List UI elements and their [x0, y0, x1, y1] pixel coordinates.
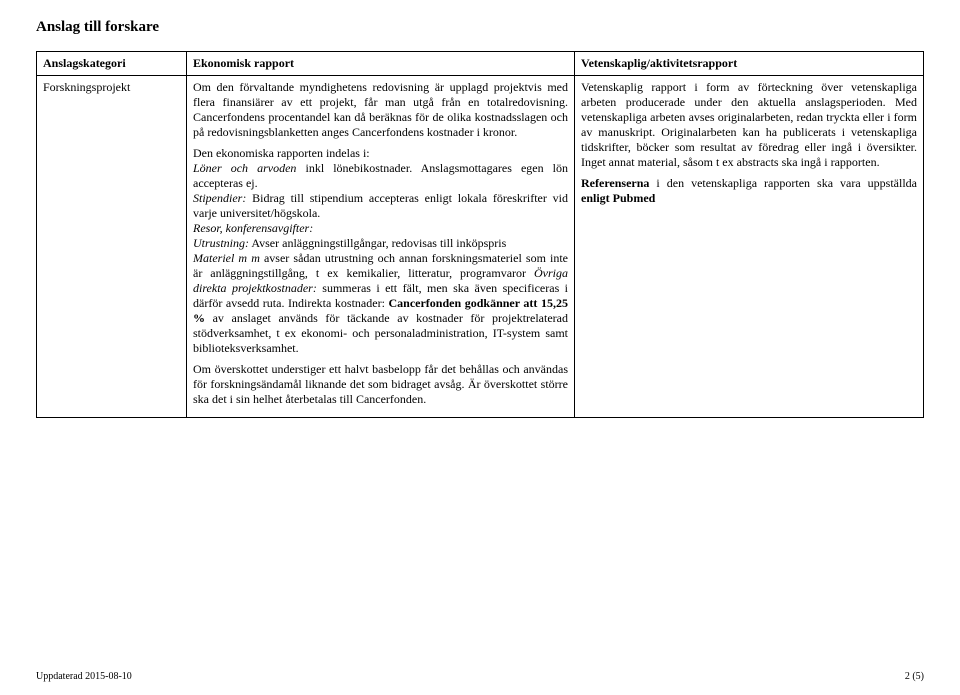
- header-scientific: Vetenskaplig/aktivitetsrapport: [575, 51, 924, 75]
- econ-utr-it: Utrustning:: [193, 236, 249, 250]
- sci-p2-bold1: Referenserna: [581, 176, 649, 190]
- cell-economic: Om den förvaltande myndighetens redovisn…: [187, 75, 575, 417]
- econ-p1: Om den förvaltande myndighetens redovisn…: [193, 80, 568, 140]
- econ-loner-it: Löner och arvoden: [193, 161, 296, 175]
- econ-stip-it: Stipendier:: [193, 191, 246, 205]
- footer-page-number: 2 (5): [905, 671, 924, 684]
- content-table: Anslagskategori Ekonomisk rapport Vetens…: [36, 51, 924, 418]
- table-row: Forskningsprojekt Om den förvaltande myn…: [37, 75, 924, 417]
- econ-p2: Den ekonomiska rapporten indelas i: Löne…: [193, 146, 568, 356]
- cell-category: Forskningsprojekt: [37, 75, 187, 417]
- header-economic: Ekonomisk rapport: [187, 51, 575, 75]
- cell-scientific: Vetenskaplig rapport i form av förteckni…: [575, 75, 924, 417]
- econ-stip-rest: Bidrag till stipendium accepteras enligt…: [193, 191, 568, 220]
- sci-p2-bold2: enligt Pubmed: [581, 191, 655, 205]
- econ-utr-rest: Avser anläggningstillgångar, redovisas t…: [249, 236, 506, 250]
- header-category: Anslagskategori: [37, 51, 187, 75]
- econ-resor-it: Resor, konferensavgifter:: [193, 221, 313, 235]
- econ-cf-rest: av anslaget används för täckande av kost…: [193, 311, 568, 355]
- footer: Uppdaterad 2015-08-10 2 (5): [36, 671, 924, 684]
- econ-p2-lead: Den ekonomiska rapporten indelas i:: [193, 146, 370, 160]
- sci-p2-mid: i den vetenskapliga rapporten ska vara u…: [649, 176, 917, 190]
- page-title: Anslag till forskare: [36, 18, 924, 37]
- econ-p3: Om överskottet understiger ett halvt bas…: [193, 362, 568, 407]
- sci-p1: Vetenskaplig rapport i form av förteckni…: [581, 80, 917, 170]
- econ-mat-it: Materiel m m: [193, 251, 264, 265]
- page: Anslag till forskare Anslagskategori Eko…: [0, 0, 960, 695]
- sci-p2: Referenserna i den vetenskapliga rapport…: [581, 176, 917, 206]
- table-header-row: Anslagskategori Ekonomisk rapport Vetens…: [37, 51, 924, 75]
- footer-updated: Uppdaterad 2015-08-10: [36, 671, 132, 684]
